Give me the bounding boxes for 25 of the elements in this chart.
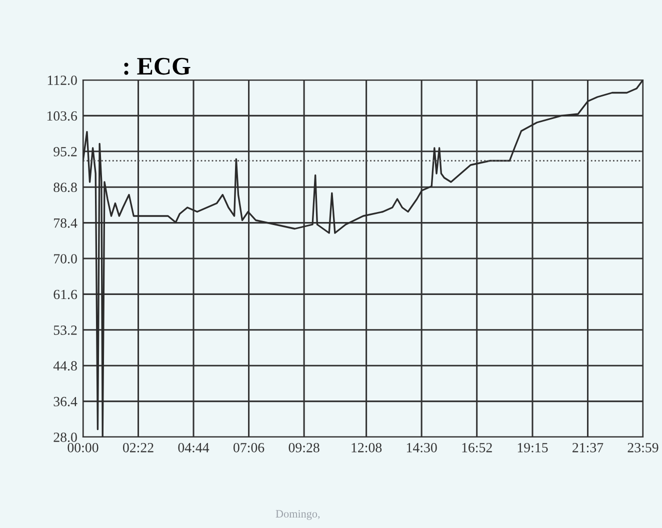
x-tick-label: 19:15	[518, 442, 548, 452]
y-tick-label: 95.2	[54, 147, 77, 156]
y-tick-label: 28.0	[54, 432, 77, 442]
y-tick-label: 78.4	[54, 218, 78, 228]
text: Domingo,	[276, 510, 320, 520]
y-tick-label: 44.8	[53, 361, 77, 371]
x-tick-label: 09:28	[288, 442, 320, 452]
x-tick-label: 00:00	[68, 442, 98, 452]
x-tick-label: 02:22	[122, 442, 154, 452]
x-tick-label: 23:59	[628, 442, 658, 452]
chart-title: : ECG	[124, 58, 190, 75]
y-tick-label: 112.0	[48, 76, 77, 86]
y-tick-label: 53.2	[54, 326, 77, 335]
x-tick-label: 12:08	[352, 442, 382, 452]
x-tick-label: 07:06	[233, 442, 264, 452]
line-series	[83, 80, 643, 437]
x-tick-label: 21:37	[572, 442, 604, 452]
y-tick-label: 70.0	[54, 254, 77, 264]
y-tick-label: 86.8	[54, 182, 77, 192]
x-tick-label: 14:30	[406, 442, 437, 452]
y-tick-label: 61.6	[54, 290, 78, 300]
x-tick-label: 16:52	[462, 442, 492, 452]
x-tick-label: 04:44	[178, 442, 210, 452]
y-tick-label: 36.4	[54, 396, 78, 406]
y-tick-label: 103.6	[47, 111, 78, 121]
